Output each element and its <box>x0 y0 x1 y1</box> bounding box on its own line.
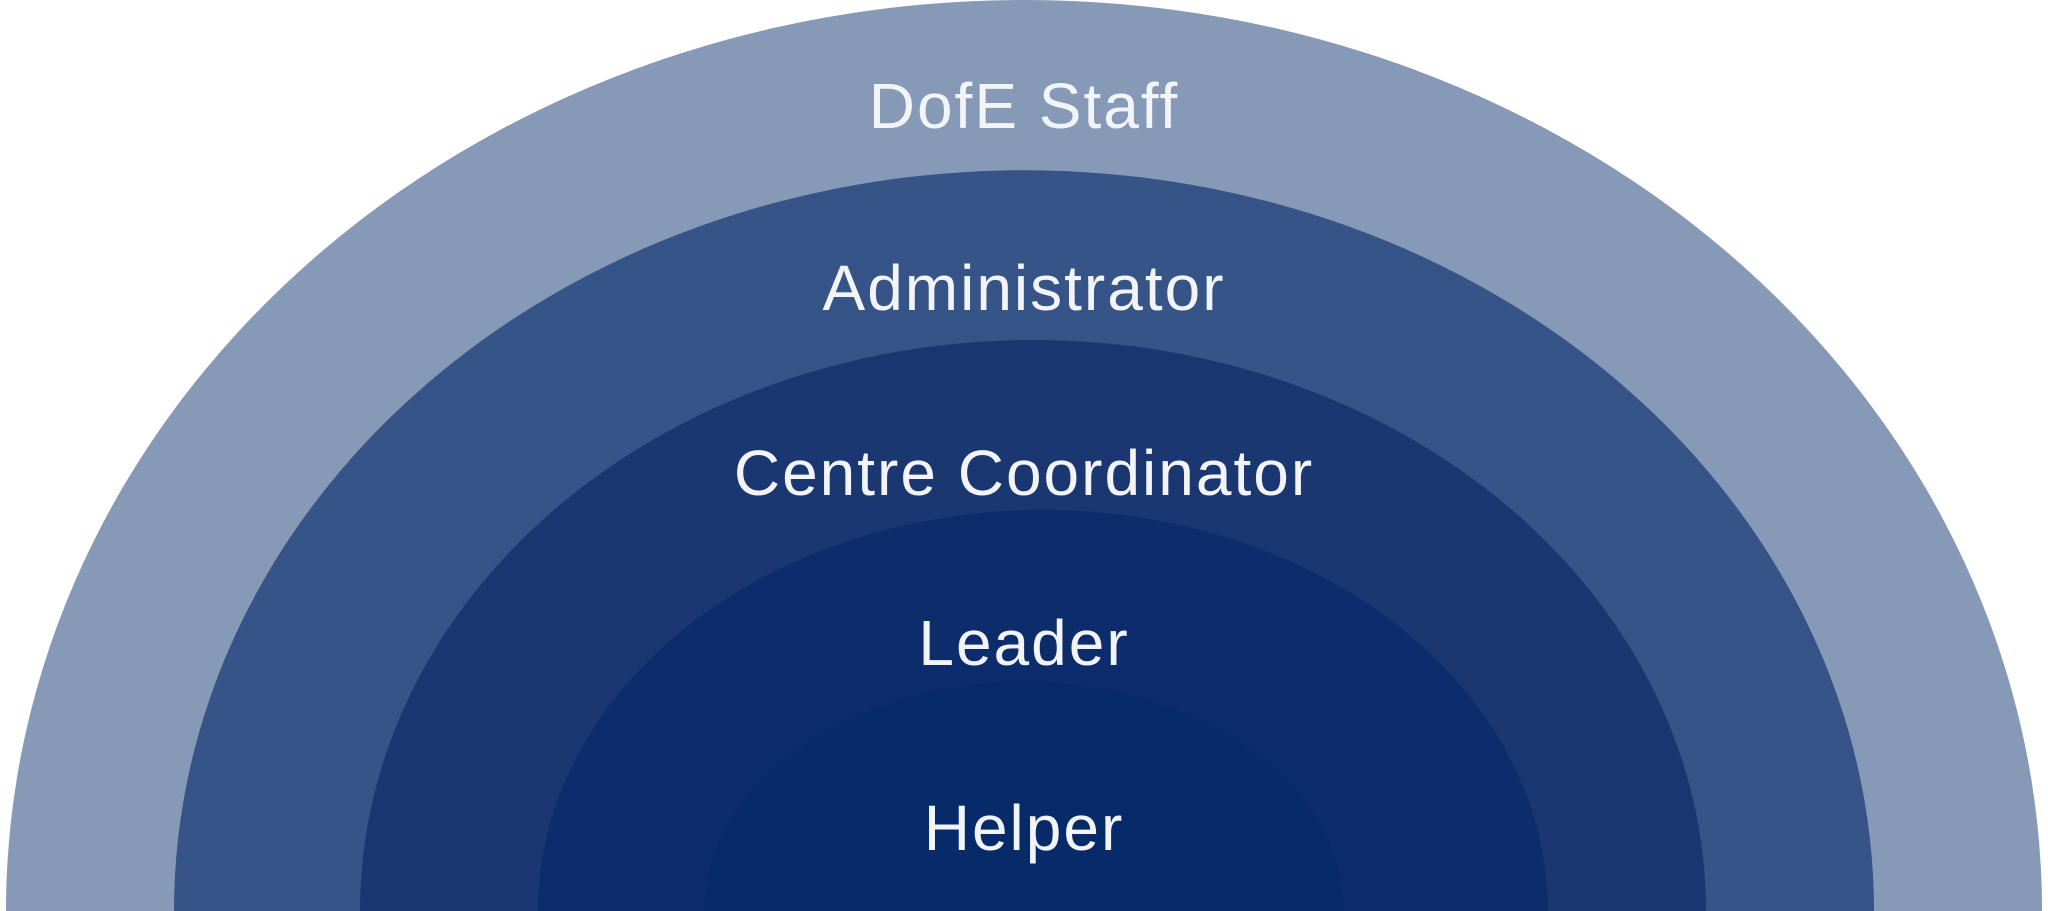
layer-label-administrator: Administrator <box>823 252 1226 324</box>
layer-label-leader: Leader <box>918 607 1129 679</box>
layer-bands <box>6 0 2042 911</box>
layer-label-helper: Helper <box>924 792 1125 864</box>
layer-band-helper <box>704 682 1344 911</box>
layer-labels: DofE Staff Administrator Centre Coordinato… <box>734 70 1314 864</box>
layer-label-centre-coordinator: Centre Coordinator <box>734 437 1314 509</box>
layer-label-dofe-staff: DofE Staff <box>869 70 1180 142</box>
